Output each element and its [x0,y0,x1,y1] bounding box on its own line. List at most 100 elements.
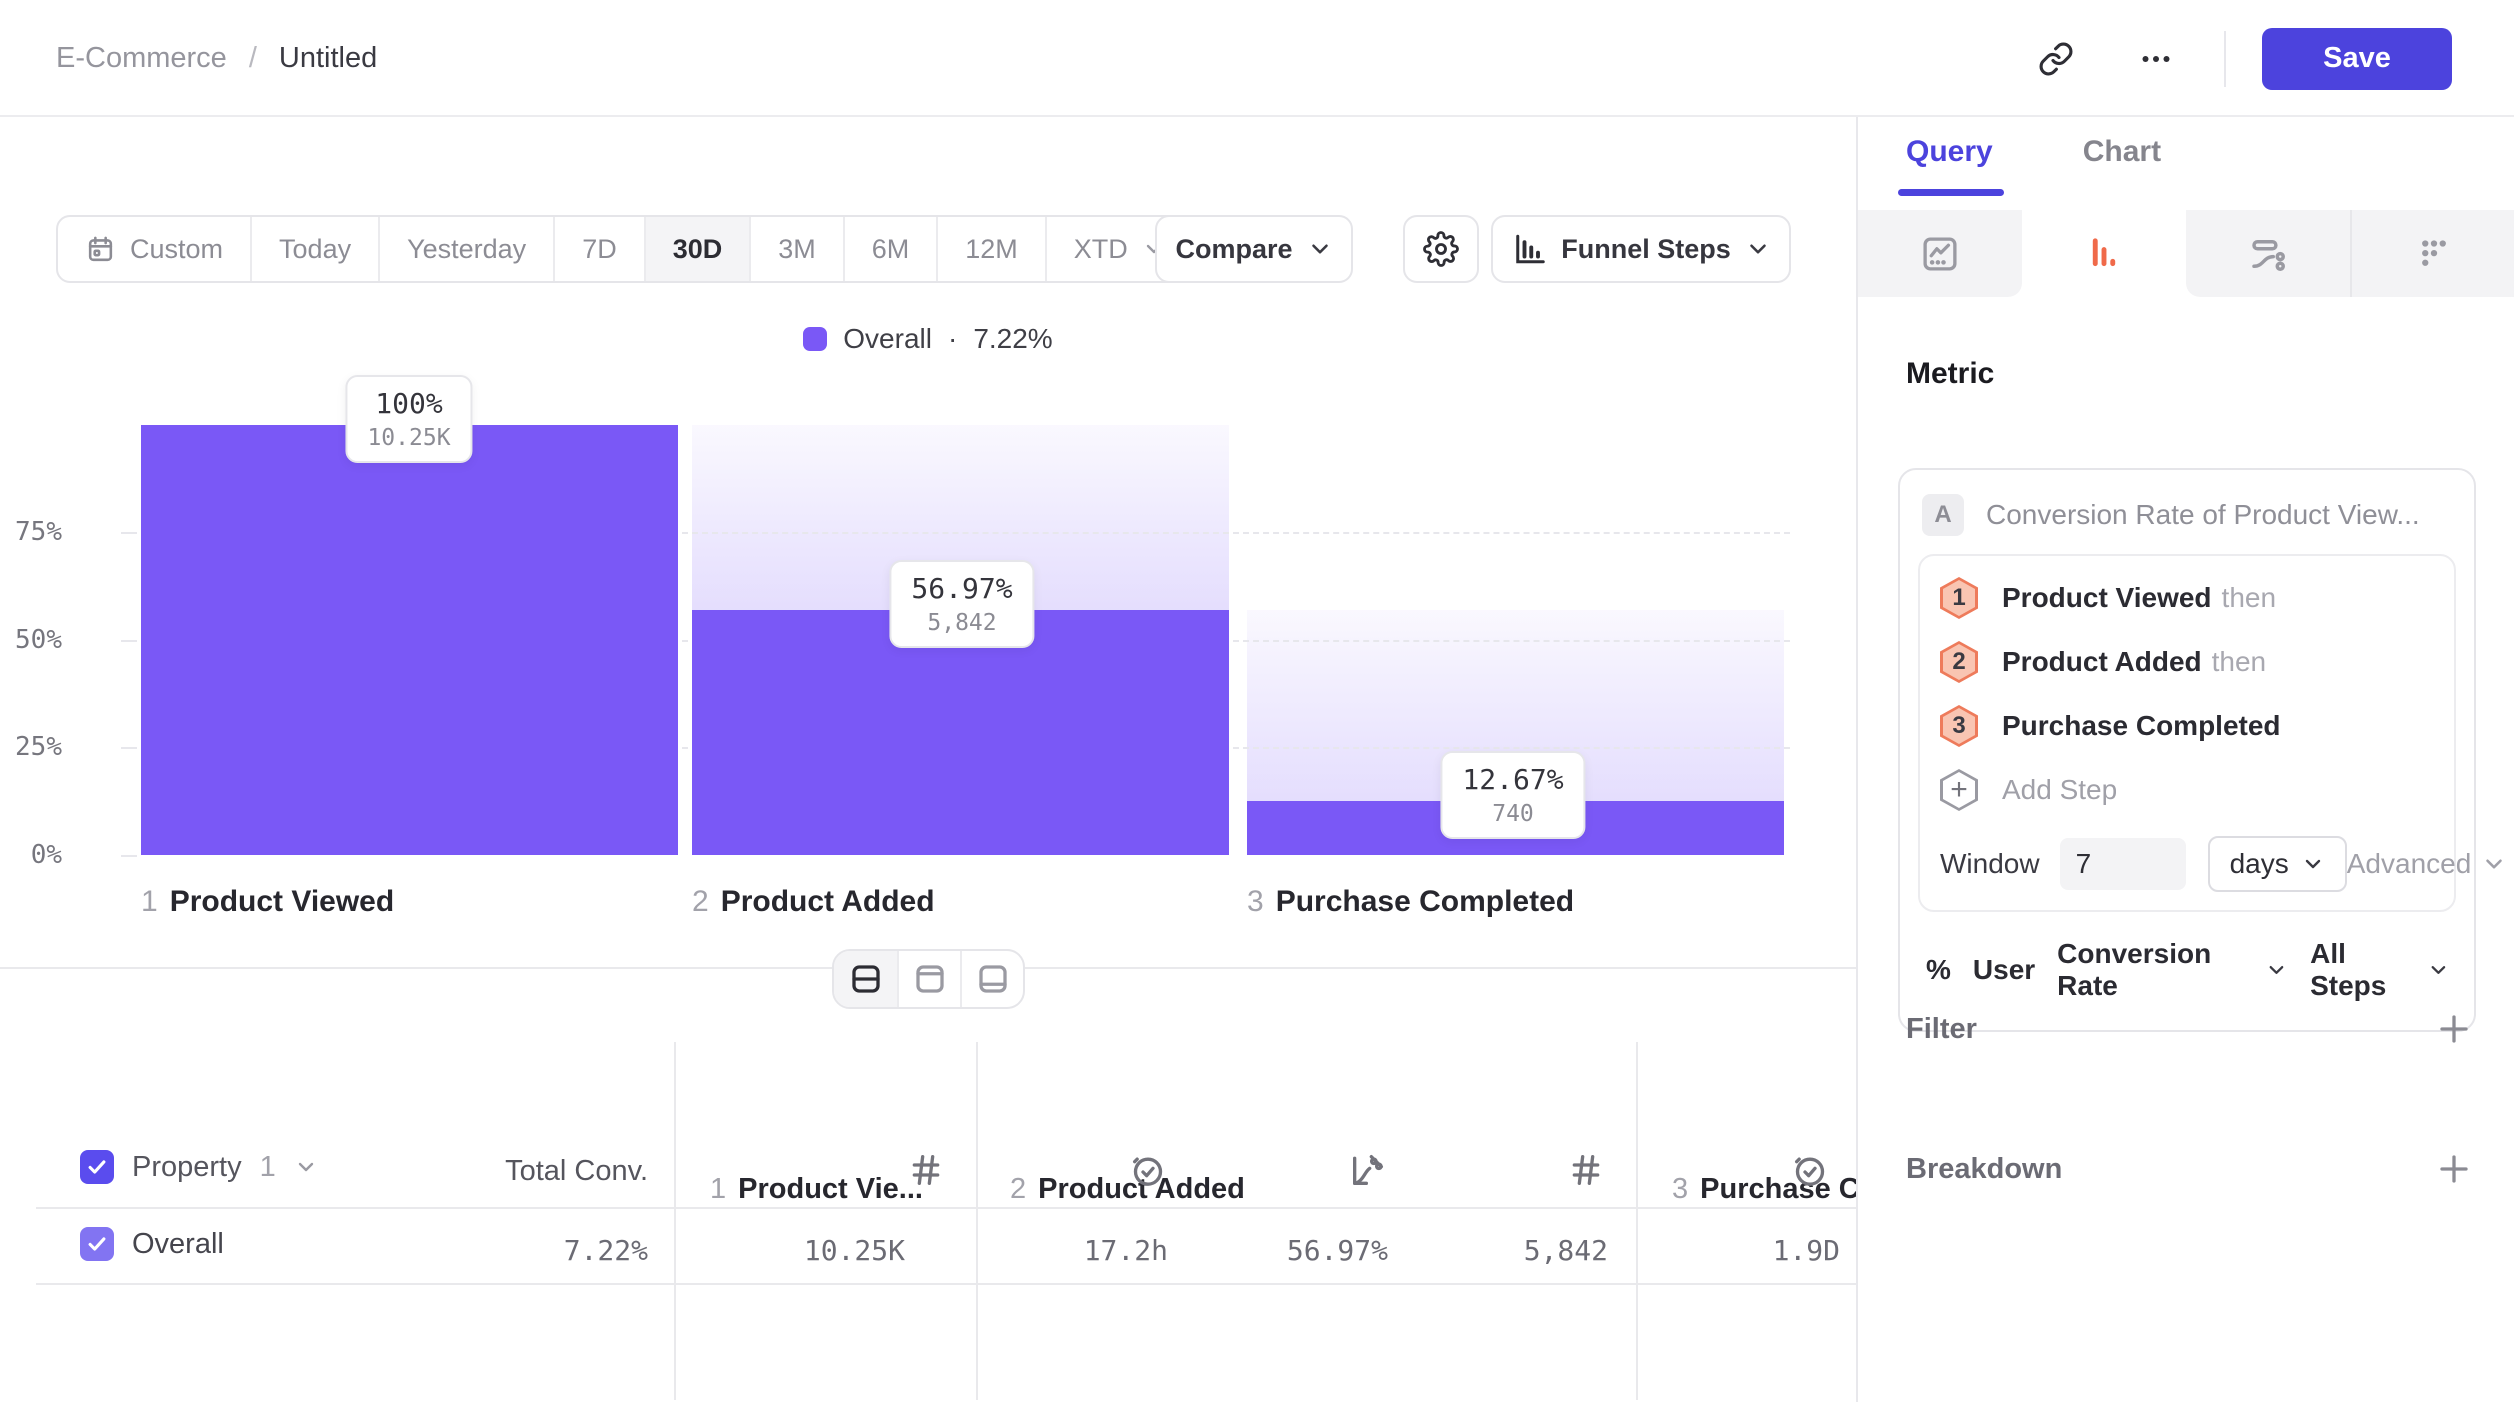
row-value: 56.97% [1286,1234,1388,1267]
bar-pct: 100% [375,387,443,420]
property-label[interactable]: Property [132,1150,242,1183]
funnel-bar-step-1[interactable]: 100% 10.25K [141,375,678,855]
range-today[interactable]: Today [250,217,378,281]
legend-value: 7.22% [973,323,1053,354]
layout-split-button[interactable] [834,951,897,1007]
window-value-input[interactable] [2059,838,2186,890]
table-col-step-3[interactable]: 3 Purchase C [1672,1173,1856,1206]
breadcrumb: E-Commerce / Untitled [56,0,377,117]
bar-solid [141,425,678,855]
share-link-button[interactable] [2024,27,2088,91]
query-step-1[interactable]: 1 Product Viewed then [1940,566,2434,630]
clock-check-icon[interactable] [1128,1150,1168,1190]
chart-type-scatter[interactable] [2350,210,2514,297]
flow-icon [2247,233,2289,275]
range-label: 30D [672,233,723,264]
bar-count: 10.25K [367,425,451,451]
metric-badge: A [1922,494,1964,536]
funnel-steps-icon [1511,231,1547,267]
step-label-2[interactable]: 2 Product Added [692,885,935,919]
chart-type-button[interactable]: Funnel Steps [1491,215,1791,283]
bar-count: 5,842 [927,610,997,637]
row-bottom-border [36,1283,1856,1285]
metric-title-row[interactable]: A Conversion Rate of Product View... [1900,470,2474,554]
chart-settings-button[interactable] [1403,215,1479,283]
bar-value-badge: 100% 10.25K [345,375,473,463]
add-breakdown-button[interactable] [2436,1151,2472,1187]
add-filter-button[interactable] [2436,1011,2472,1047]
step-label: Product Viewed [2002,582,2212,613]
chevron-down-icon [2301,852,2325,876]
conversion-window-row: Window days Advanced [1940,836,2503,892]
table-row[interactable]: Overall [80,1227,224,1261]
query-step-2[interactable]: 2 Product Added then [1940,630,2434,694]
percent-icon: % [1926,954,1951,985]
chart-type-strip [1858,210,2514,297]
step-label-1[interactable]: 1 Product Viewed [141,885,394,919]
step-suffix: then [2211,646,2267,677]
hash-icon[interactable] [1566,1150,1606,1190]
range-12m[interactable]: 12M [936,217,1045,281]
save-button[interactable]: Save [2262,27,2452,90]
query-step-3[interactable]: 3 Purchase Completed [1940,694,2434,758]
counting-entity[interactable]: User [1972,954,2036,985]
breakdown-label: Breakdown [1906,1152,2063,1185]
col-separator [674,1042,676,1400]
step-name: Product Viewed [169,885,395,918]
gear-icon [1423,231,1459,267]
funnel-steps-icon [2083,233,2125,275]
layout-toggle [832,949,1025,1009]
range-3m[interactable]: 3M [749,217,843,281]
scatter-grid-icon [2413,233,2455,275]
breadcrumb-project[interactable]: E-Commerce [56,42,227,74]
panel-tabs: Query Chart [1906,135,2161,189]
layout-table-only-button[interactable] [960,951,1023,1007]
table-col-step-2[interactable]: 2 Product Added [1010,1173,1245,1206]
chart-legend[interactable]: Overall · 7.22% [0,323,1856,355]
row-name: Overall [132,1227,224,1260]
more-menu-button[interactable] [2124,27,2188,91]
breakdown-section: Breakdown [1906,1151,2472,1187]
table-col-step-1[interactable]: 1 Product Vie... [710,1173,923,1206]
funnel-bar-step-2[interactable]: 56.97% 5,842 [692,425,1229,855]
range-yesterday[interactable]: Yesterday [378,217,553,281]
top-bar: E-Commerce / Untitled Save [0,0,2514,117]
col-label: Product Vie... [738,1173,923,1205]
clock-check-icon[interactable] [1790,1150,1830,1190]
add-step-button[interactable]: + Add Step [1940,758,2434,822]
step-num: 1 [141,885,158,918]
tab-chart[interactable]: Chart [2082,135,2162,168]
range-6m[interactable]: 6M [842,217,937,281]
col-separator [976,1042,978,1400]
active-tab-underline [1898,189,2004,196]
range-xtd[interactable]: XTD [1044,217,1193,281]
range-30d[interactable]: 30D [643,217,750,281]
step-num: 3 [1247,885,1264,918]
measure-select[interactable]: Conversion Rate [2057,938,2288,1002]
chart-type-line[interactable] [1858,210,2022,297]
window-unit-select[interactable]: days [2207,836,2347,892]
select-all-checkbox[interactable] [80,1150,114,1184]
hash-icon[interactable] [906,1150,946,1190]
breadcrumb-title[interactable]: Untitled [278,42,378,74]
step-suffix: then [2221,582,2277,613]
range-label: 12M [965,233,1018,264]
steps-scope-select[interactable]: All Steps [2310,938,2450,1002]
range-label: Today [279,233,352,264]
chart-type-funnel[interactable] [2022,210,2186,297]
tab-query[interactable]: Query [1906,135,1993,168]
range-custom[interactable]: Custom [58,217,250,281]
compare-button[interactable]: Compare [1155,215,1353,283]
step-label-3[interactable]: 3 Purchase Completed [1247,885,1574,919]
row-checkbox[interactable] [80,1227,114,1261]
chart-type-flow[interactable] [2186,210,2350,297]
total-conv-header[interactable]: Total Conv. [505,1155,648,1187]
top-actions: Save [2024,0,2452,117]
breadcrumb-separator: / [248,42,257,74]
chevron-down-icon[interactable] [294,1155,318,1179]
layout-chart-only-button[interactable] [897,951,960,1007]
advanced-toggle[interactable]: Advanced [2347,848,2508,880]
conversion-chart-icon[interactable] [1348,1150,1388,1190]
window-label: Window [1940,848,2040,879]
range-7d[interactable]: 7D [553,217,644,281]
